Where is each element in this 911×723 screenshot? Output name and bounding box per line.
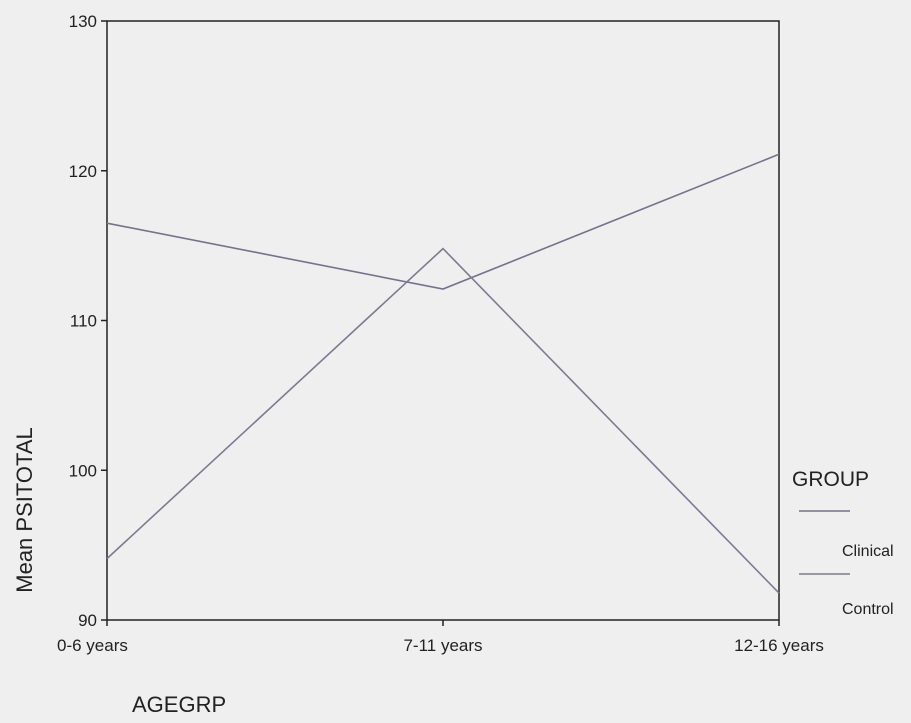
x-axis-ticks: 0-6 years 7-11 years 12-16 years [57,620,824,655]
legend-title: GROUP [792,468,869,491]
legend-label-control: Control [842,601,894,618]
series-line-control [106,247,780,594]
y-tick-label: 110 [70,312,97,331]
x-tick-label: 0-6 years [57,636,128,655]
y-tick-label: 130 [69,12,97,31]
legend: GROUP Clinical Control [792,468,894,618]
x-tick-label: 12-16 years [734,636,824,655]
plot-border [106,20,780,621]
series-lines [106,153,780,594]
y-axis-title: Mean PSITOTAL [12,427,37,592]
x-tick-label: 7-11 years [403,636,482,655]
y-tick-label: 100 [69,461,97,480]
y-tick-label: 90 [78,611,97,630]
y-tick-label: 120 [69,162,97,181]
legend-label-clinical: Clinical [842,543,894,560]
series-line-clinical [106,153,780,290]
x-axis-title: AGEGRP [132,692,226,717]
plot-frame [106,20,780,621]
y-axis-ticks: 90 100 110 120 130 [69,12,107,630]
